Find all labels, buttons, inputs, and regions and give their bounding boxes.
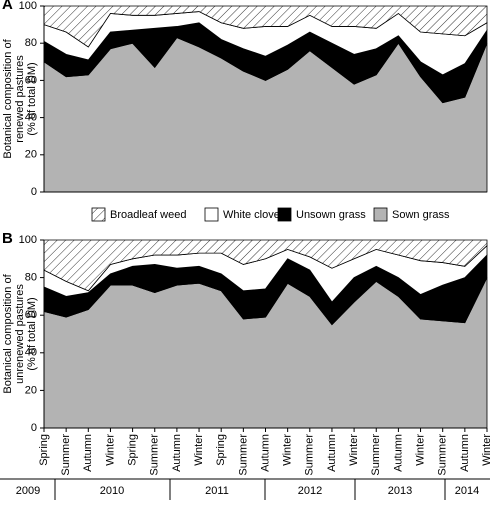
y-axis-label: (% of total DM) <box>26 62 38 135</box>
x-tick-label: Autumn <box>82 434 94 472</box>
legend-label: White clover <box>223 209 284 221</box>
panel-label: A <box>2 0 13 13</box>
x-tick-label: Autumn <box>171 434 183 472</box>
legend-swatch <box>373 207 388 222</box>
x-tick-label: Winter <box>348 434 360 466</box>
y-tick-label: 40 <box>25 112 37 124</box>
legend-label: Broadleaf weed <box>110 209 186 221</box>
y-tick-label: 100 <box>19 234 37 246</box>
x-tick-label: Winter <box>481 434 490 466</box>
area-3 <box>43 5 488 48</box>
x-tick-label: Autumn <box>259 434 271 472</box>
x-tick-label: Winter <box>282 434 294 466</box>
y-tick-label: 100 <box>19 0 37 12</box>
y-tick-label: 60 <box>25 309 37 321</box>
x-tick-label: Summer <box>370 434 382 476</box>
y-tick-label: 80 <box>25 272 37 284</box>
x-tick-label: Autumn <box>392 434 404 472</box>
y-axis-label: unrenewed pastures <box>14 284 26 384</box>
y-tick-label: 0 <box>31 422 37 434</box>
legend-swatch <box>204 207 219 222</box>
year-label: 2013 <box>388 485 412 497</box>
y-axis-label: Botanical composition of <box>2 38 14 158</box>
x-tick-label: Summer <box>304 434 316 476</box>
x-tick-label: Summer <box>60 434 72 476</box>
x-tick-label: Winter <box>104 434 116 466</box>
y-tick-label: 40 <box>25 347 37 359</box>
x-tick-label: Winter <box>414 434 426 466</box>
year-label: 2014 <box>455 485 479 497</box>
x-tick-label: Winter <box>193 434 205 466</box>
y-tick-label: 80 <box>25 37 37 49</box>
legend-label: Sown grass <box>392 209 450 221</box>
x-tick-label: Summer <box>237 434 249 476</box>
y-tick-label: 60 <box>25 74 37 86</box>
panel-label: B <box>2 230 13 247</box>
y-axis-label: renewed pastures <box>14 55 26 143</box>
year-label: 2011 <box>205 485 229 497</box>
y-tick-label: 20 <box>25 149 37 161</box>
legend-swatch <box>91 207 106 222</box>
x-tick-label: Autumn <box>459 434 471 472</box>
legend-swatch <box>277 207 292 222</box>
legend-label: Unsown grass <box>296 209 366 221</box>
area-3 <box>43 239 488 292</box>
year-label: 2010 <box>100 485 124 497</box>
x-tick-label: Summer <box>149 434 161 476</box>
x-tick-label: Spring <box>127 434 139 466</box>
x-tick-label: Spring <box>215 434 227 466</box>
year-label: 2012 <box>298 485 322 497</box>
y-tick-label: 0 <box>31 186 37 198</box>
x-tick-label: Summer <box>437 434 449 476</box>
y-tick-label: 20 <box>25 384 37 396</box>
year-label: 2009 <box>16 485 40 497</box>
y-axis-label: Botanical composition of <box>2 273 14 393</box>
x-tick-label: Spring <box>38 434 50 466</box>
x-tick-label: Autumn <box>326 434 338 472</box>
y-axis-label: (% of total DM) <box>26 297 38 370</box>
